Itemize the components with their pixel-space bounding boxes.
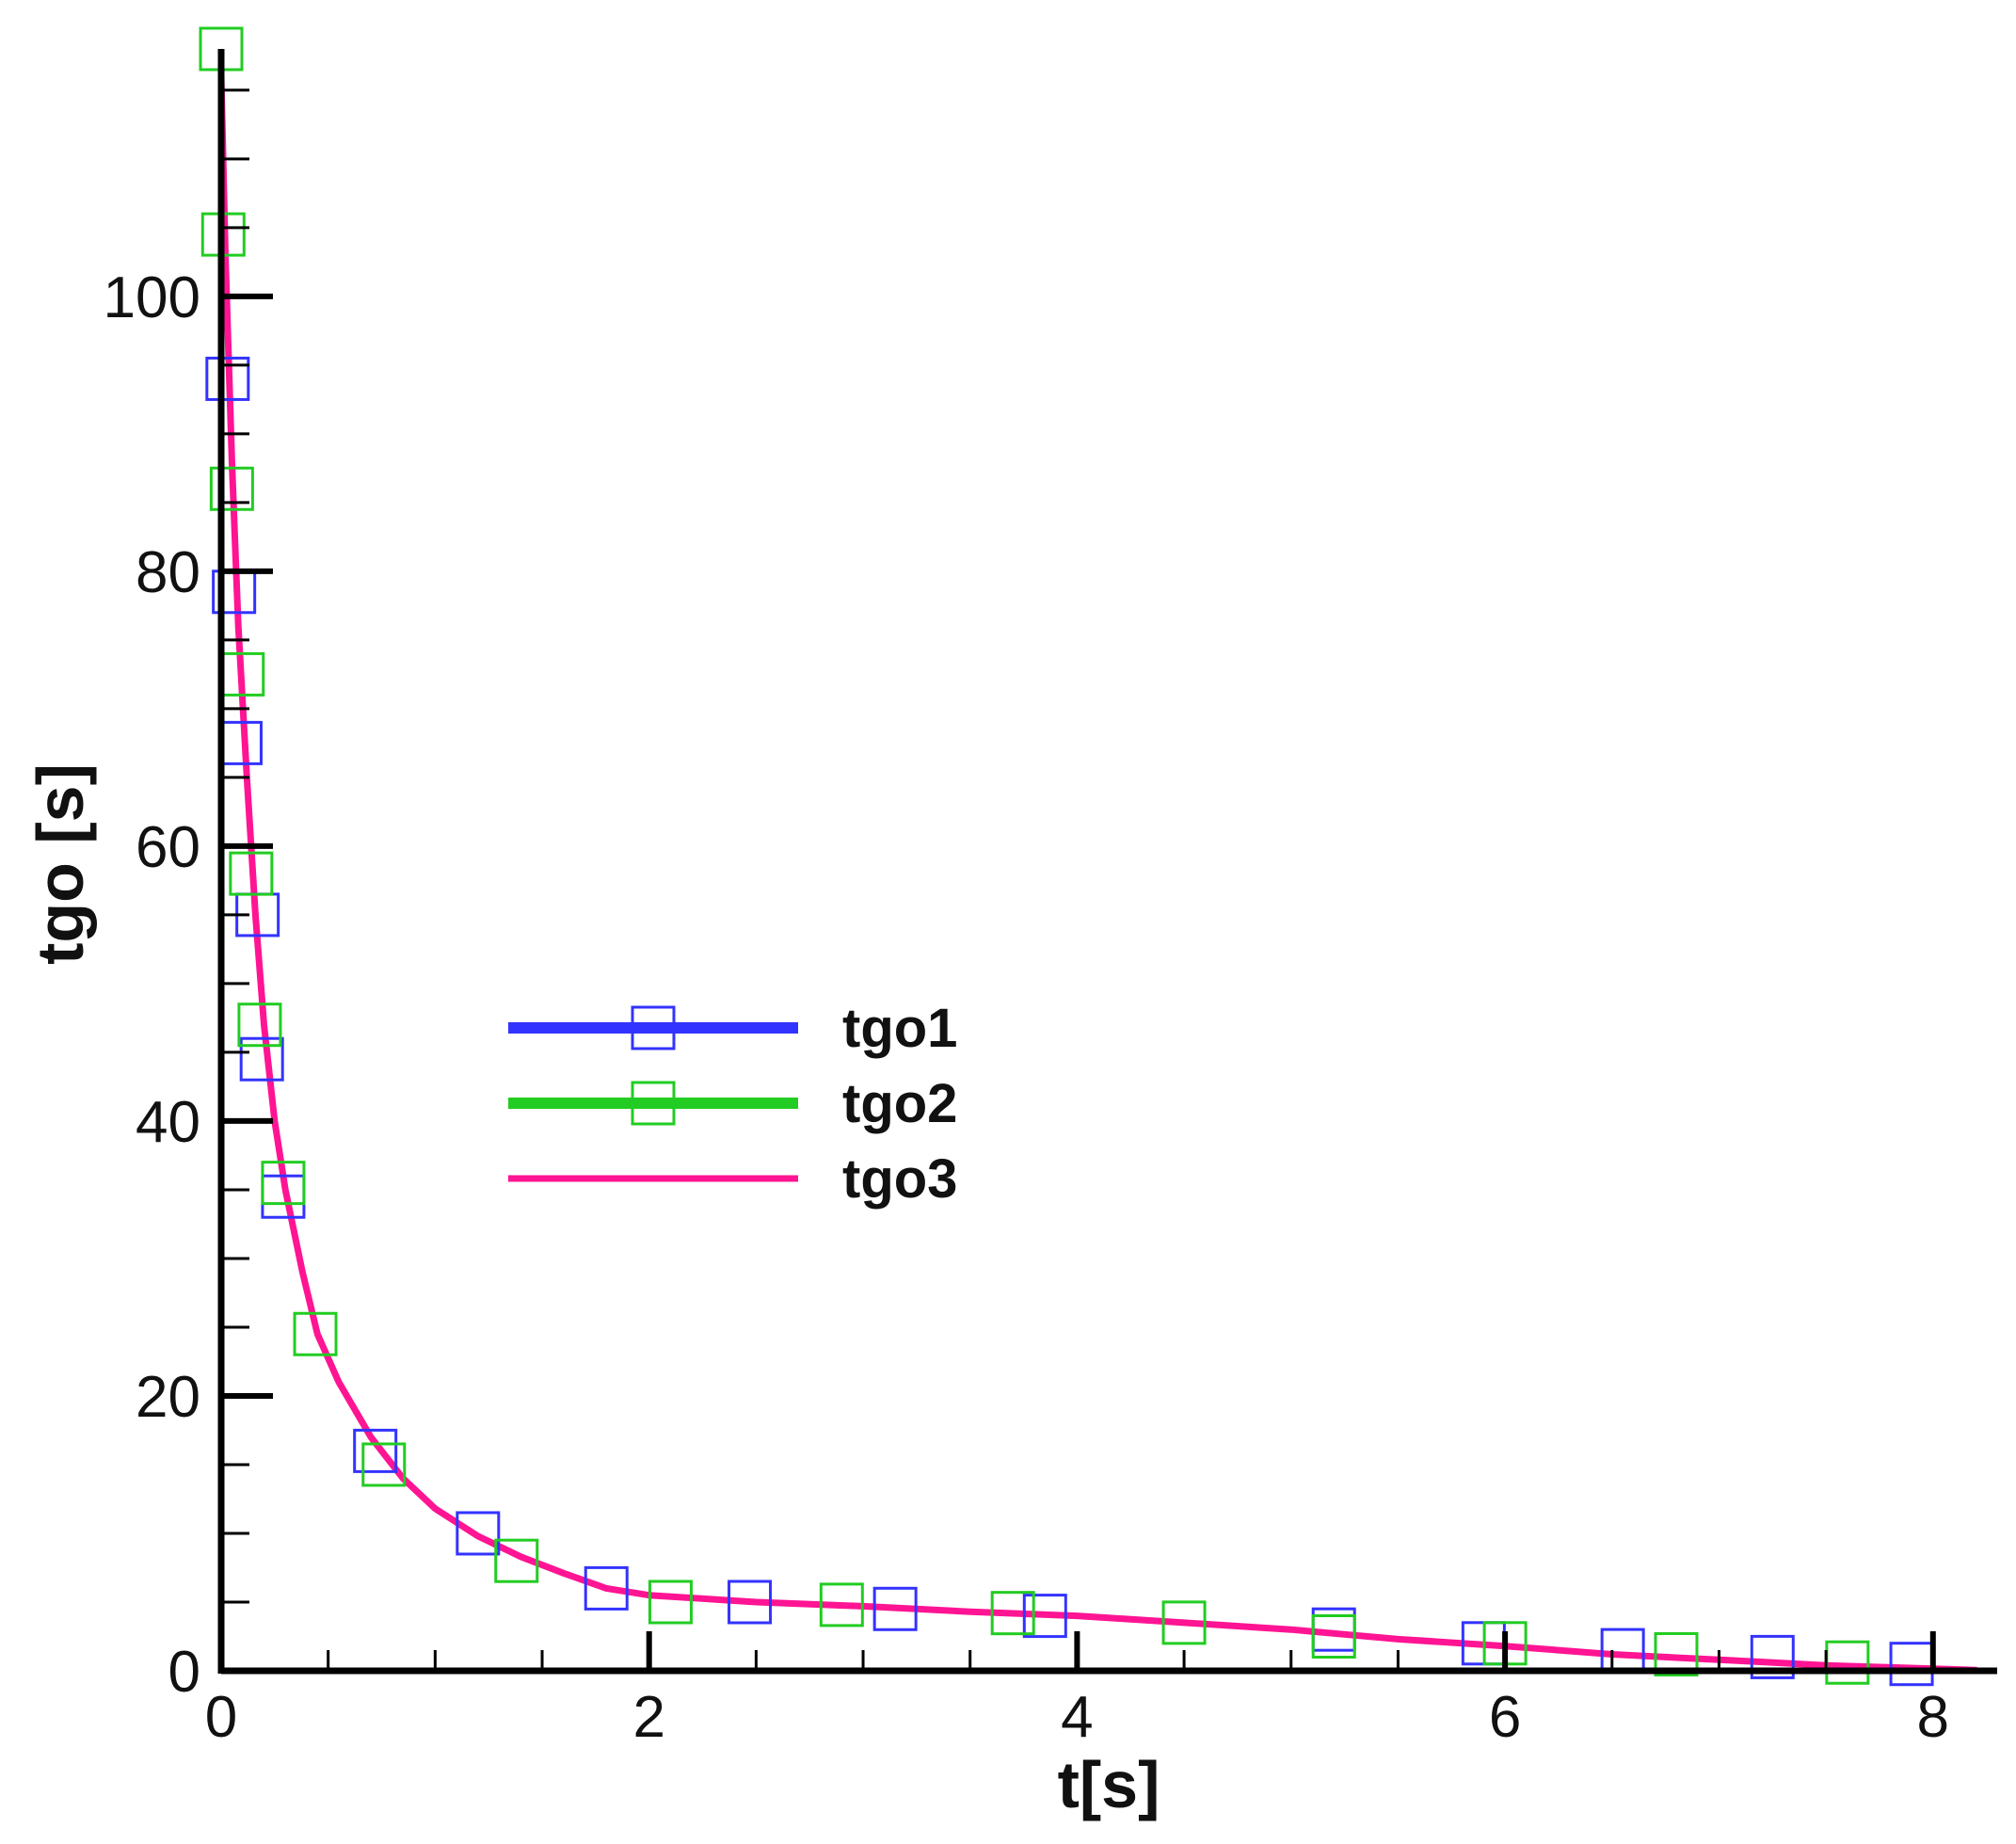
y-tick-label: 100 bbox=[104, 265, 200, 330]
data-point-tgo1 bbox=[1889, 1642, 1934, 1687]
data-point-tgo1 bbox=[872, 1586, 918, 1631]
data-point-tgo2 bbox=[648, 1579, 693, 1625]
y-tick-label: 40 bbox=[136, 1090, 200, 1155]
data-point-tgo2 bbox=[237, 1002, 282, 1048]
y-tick-label: 80 bbox=[136, 540, 200, 605]
legend-label-tgo3: tgo3 bbox=[842, 1148, 957, 1210]
data-point-tgo2 bbox=[1311, 1613, 1356, 1659]
plot-area bbox=[199, 26, 1979, 1687]
data-point-tgo1 bbox=[205, 356, 250, 401]
legend: tgo1 tgo2 tgo3 bbox=[508, 998, 957, 1210]
legend-label-tgo2: tgo2 bbox=[842, 1073, 957, 1134]
data-point-tgo1 bbox=[728, 1579, 773, 1625]
data-point-tgo1 bbox=[1600, 1628, 1645, 1673]
x-tick-label: 6 bbox=[1489, 1685, 1521, 1750]
legend-item-tgo1: tgo1 bbox=[508, 998, 957, 1059]
data-point-tgo1 bbox=[239, 1036, 284, 1082]
x-tick-label: 2 bbox=[632, 1685, 664, 1750]
data-point-tgo1 bbox=[217, 720, 263, 765]
x-tick-label: 0 bbox=[205, 1685, 237, 1750]
legend-marker-tgo2 bbox=[631, 1081, 676, 1126]
data-point-tgo1 bbox=[353, 1428, 398, 1473]
data-point-tgo2 bbox=[1161, 1600, 1207, 1645]
data-point-tgo1 bbox=[1750, 1634, 1795, 1679]
y-axis-title: tgo [s] bbox=[24, 763, 97, 965]
y-tick-label: 0 bbox=[168, 1640, 200, 1705]
x-tick-label: 8 bbox=[1917, 1685, 1949, 1750]
data-point-tgo2 bbox=[1654, 1631, 1699, 1676]
data-point-tgo2 bbox=[229, 851, 274, 896]
y-tick-label: 20 bbox=[136, 1365, 200, 1430]
data-point-tgo1 bbox=[456, 1511, 501, 1556]
legend-marker-tgo1 bbox=[631, 1005, 676, 1050]
data-point-tgo2 bbox=[494, 1538, 539, 1583]
legend-item-tgo3: tgo3 bbox=[508, 1148, 957, 1210]
x-tick-label: 4 bbox=[1061, 1685, 1093, 1750]
data-point-tgo2 bbox=[261, 1161, 306, 1206]
y-tick-label: 60 bbox=[136, 815, 200, 880]
data-point-tgo2 bbox=[293, 1311, 338, 1356]
data-point-tgo2 bbox=[361, 1442, 407, 1487]
data-point-tgo2 bbox=[990, 1591, 1035, 1636]
data-point-tgo1 bbox=[584, 1565, 629, 1611]
data-point-tgo2 bbox=[209, 466, 254, 511]
legend-label-tgo1: tgo1 bbox=[842, 998, 957, 1059]
series-line-tgo3 bbox=[217, 72, 1979, 1674]
legend-item-tgo2: tgo2 bbox=[508, 1073, 957, 1134]
x-axis-title: t[s] bbox=[1058, 1748, 1160, 1821]
data-point-tgo1 bbox=[1022, 1594, 1067, 1639]
data-point-tgo2 bbox=[819, 1582, 864, 1628]
